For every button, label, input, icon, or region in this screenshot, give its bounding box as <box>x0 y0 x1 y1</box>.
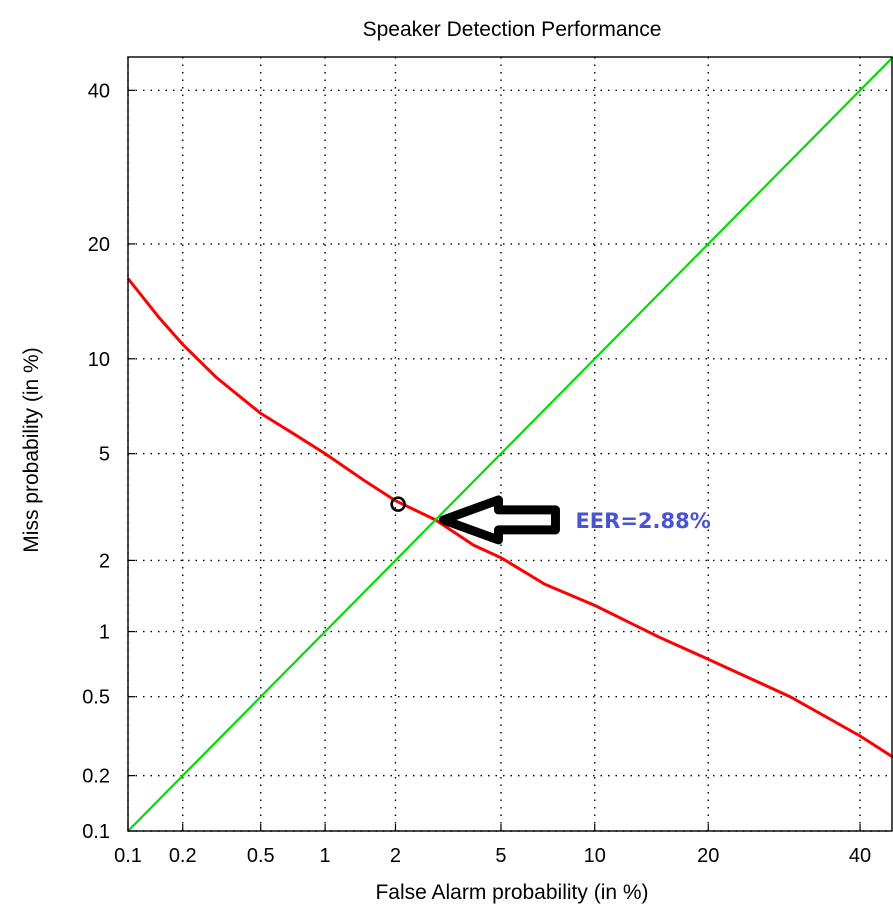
x-tick-label: 10 <box>584 845 606 867</box>
y-tick-label: 40 <box>88 80 110 102</box>
y-tick-label: 2 <box>99 550 110 572</box>
tick-labels: 0.1 0.2 0.5 1 2 5 10 20 40 0.1 0.2 0.5 1 2 5 10 20 40 <box>82 80 871 867</box>
eer-annotation: EER=2.88% <box>438 495 711 545</box>
eer-diagonal <box>127 56 893 832</box>
y-tick-label: 20 <box>88 234 110 256</box>
eer-arrow-icon <box>438 495 560 545</box>
y-tick-label: 10 <box>88 349 110 371</box>
y-tick-label: 0.5 <box>82 687 110 709</box>
x-tick-label: 0.1 <box>114 845 142 867</box>
x-axis-label: False Alarm probability (in %) <box>375 881 648 904</box>
x-tick-label: 0.2 <box>169 845 197 867</box>
operating-point-marker <box>390 496 406 512</box>
eer-label: EER=2.88% <box>575 509 710 533</box>
plot-frame <box>127 56 893 832</box>
axes <box>127 56 893 832</box>
y-tick-label: 1 <box>99 622 110 644</box>
x-tick-label: 0.5 <box>247 845 275 867</box>
y-tick-label: 0.1 <box>82 821 110 843</box>
grid-lines <box>127 57 893 832</box>
x-tick-label: 2 <box>390 845 401 867</box>
x-tick-label: 20 <box>697 845 719 867</box>
x-tick-label: 40 <box>849 845 871 867</box>
y-tick-label: 0.2 <box>82 766 110 788</box>
y-axis-label: Miss probability (in %) <box>20 347 43 552</box>
curves <box>126 56 893 832</box>
chart-title: Speaker Detection Performance <box>363 18 662 41</box>
y-tick-label: 5 <box>99 444 110 466</box>
x-tick-label: 5 <box>495 845 506 867</box>
x-tick-label: 1 <box>320 845 331 867</box>
